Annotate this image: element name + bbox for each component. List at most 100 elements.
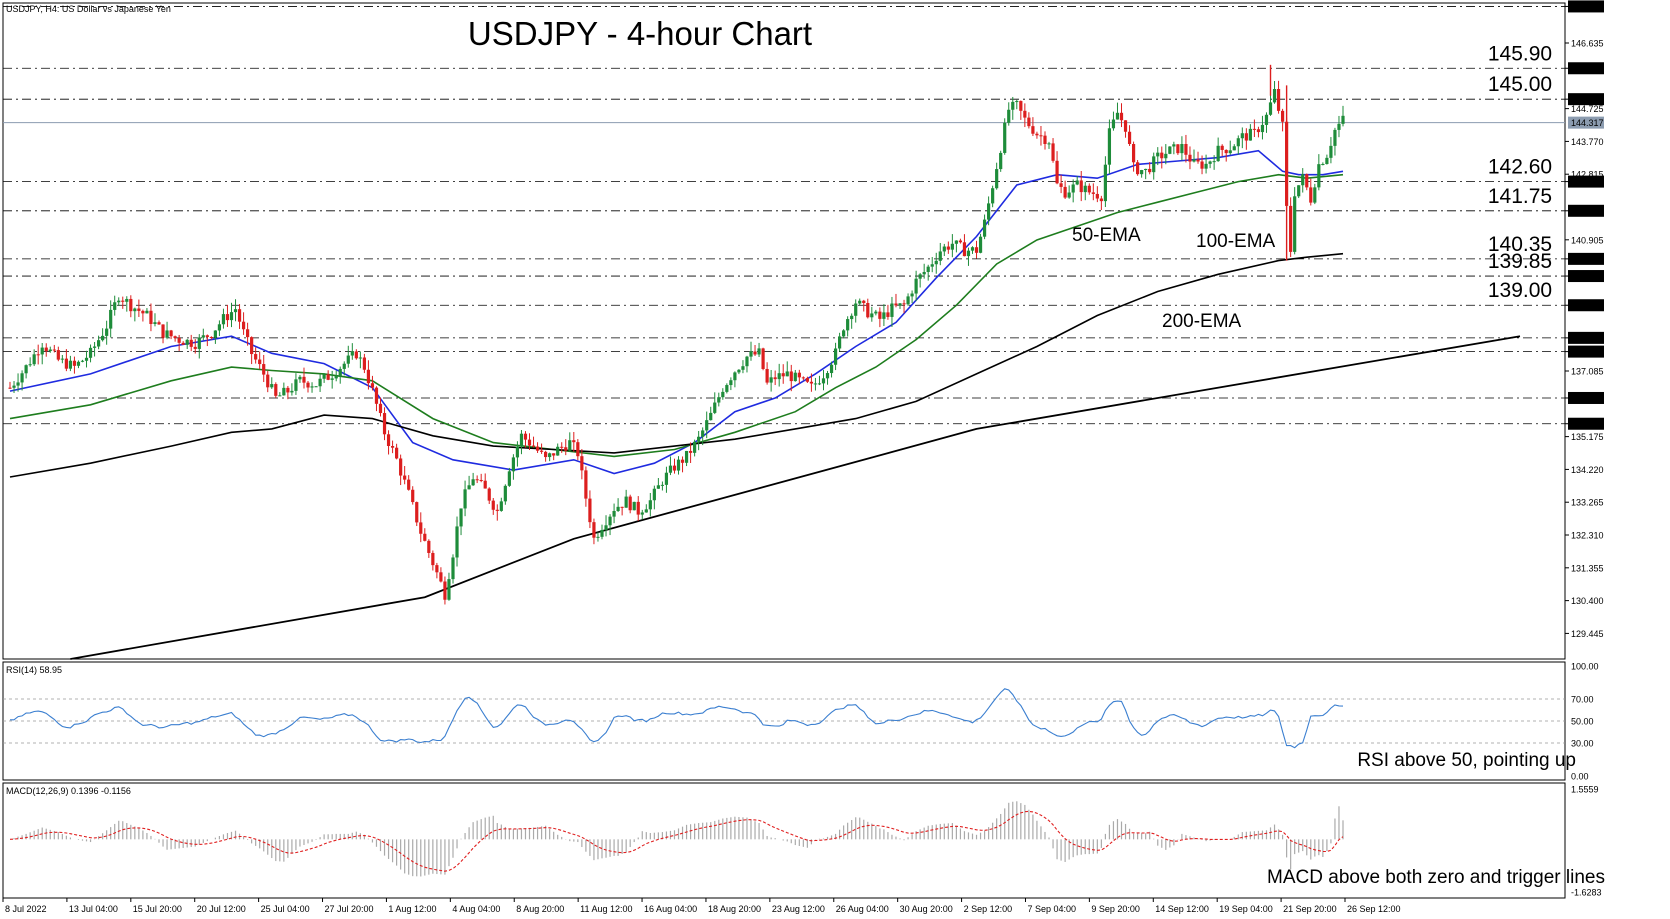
candle <box>701 427 705 446</box>
candle <box>1168 146 1172 155</box>
candle-body <box>548 453 552 458</box>
candle-body <box>1325 157 1329 164</box>
candle-body <box>185 339 189 345</box>
candle <box>459 508 463 536</box>
candle-body <box>511 457 515 472</box>
candle-body <box>229 312 234 321</box>
candle-body <box>1047 143 1051 145</box>
candle <box>1313 183 1317 205</box>
candle-body <box>487 488 491 501</box>
candle <box>950 234 954 258</box>
candle-body <box>1305 174 1309 188</box>
candle <box>821 369 826 391</box>
candle <box>181 341 185 345</box>
axis-label-23: 130.400 <box>1571 596 1604 606</box>
candle <box>854 299 858 323</box>
candle <box>1256 126 1261 138</box>
candle <box>137 299 141 317</box>
candle-body <box>580 456 584 471</box>
candle-body <box>829 364 834 374</box>
candle-body <box>894 303 898 306</box>
candle <box>966 247 971 266</box>
current-price-label: 144.317 <box>1571 118 1604 128</box>
candle <box>36 344 40 365</box>
candle-body <box>797 372 801 378</box>
candle <box>745 355 749 373</box>
candle <box>817 375 822 386</box>
rsi-indicator: 100.00 70.00 50.00 30.00 0.00 <box>3 662 1599 782</box>
axis-label-17: 135.550 <box>1571 419 1604 429</box>
candle-body <box>970 247 975 251</box>
candle-body <box>862 300 866 303</box>
candle <box>109 300 113 338</box>
candle <box>733 371 737 388</box>
candle <box>495 504 499 521</box>
candle-body <box>1019 101 1023 111</box>
candle <box>390 440 395 454</box>
candle <box>479 473 483 483</box>
candle <box>934 252 938 274</box>
candle-body <box>40 347 44 355</box>
candle-body <box>1007 109 1011 123</box>
candle <box>588 490 592 529</box>
candle <box>141 309 145 322</box>
rsi-axis-label-0: 100.00 <box>1571 662 1599 672</box>
candle-body <box>463 489 467 509</box>
candle-body <box>237 309 242 322</box>
axis-label-2: 145.900 <box>1571 64 1604 74</box>
candle-body <box>765 368 769 383</box>
candle <box>1148 162 1152 175</box>
candle <box>922 263 926 279</box>
axis-level-box-7 <box>1568 175 1604 188</box>
candle-body <box>193 346 197 349</box>
candle-body <box>709 412 713 421</box>
candle <box>584 466 588 507</box>
price-panel <box>2 2 1566 660</box>
candle <box>906 293 910 306</box>
candle <box>926 264 930 281</box>
axis-label-24: 129.445 <box>1571 629 1604 639</box>
candle-body <box>527 439 532 446</box>
candle <box>282 382 286 396</box>
candle-body <box>777 373 781 380</box>
candle-body <box>523 433 528 440</box>
candle-body <box>1260 124 1265 133</box>
candle <box>68 355 73 372</box>
axis-label-11: 139.850 <box>1571 272 1604 282</box>
candle-body <box>92 346 97 348</box>
candle <box>1236 135 1240 155</box>
candle-body <box>568 440 572 451</box>
time-axis: 8 Jul 2022 13 Jul 04:00 15 Jul 20:00 20 Jul… <box>2 898 1401 914</box>
candle-body <box>113 302 117 310</box>
candle <box>338 366 342 384</box>
candle <box>709 406 713 421</box>
candle <box>1031 117 1035 137</box>
candle <box>664 466 669 493</box>
candle <box>241 312 246 335</box>
candle-body <box>1144 168 1148 171</box>
x-label-13: 26 Aug 04:00 <box>836 904 889 914</box>
x-label-1: 13 Jul 04:00 <box>69 904 118 914</box>
candle-body <box>1272 89 1277 103</box>
candle <box>1156 147 1160 166</box>
candle-body <box>866 302 870 318</box>
candle-body <box>1280 110 1285 122</box>
candle-body <box>942 246 946 252</box>
candle <box>153 313 157 327</box>
candle <box>20 370 24 391</box>
candle-body <box>105 328 109 336</box>
candle-body <box>1127 131 1132 145</box>
candle-body <box>596 536 600 538</box>
candle <box>946 241 950 254</box>
candle-body <box>1035 133 1039 136</box>
candle-body <box>910 293 914 297</box>
candle <box>302 367 306 389</box>
candle-body <box>592 522 596 538</box>
candle <box>1043 131 1047 150</box>
candle-body <box>962 242 967 257</box>
candle <box>958 238 963 244</box>
candle-body <box>266 374 270 388</box>
candle-body <box>354 351 358 359</box>
candle-body <box>560 446 564 448</box>
candle-body <box>1103 164 1107 202</box>
